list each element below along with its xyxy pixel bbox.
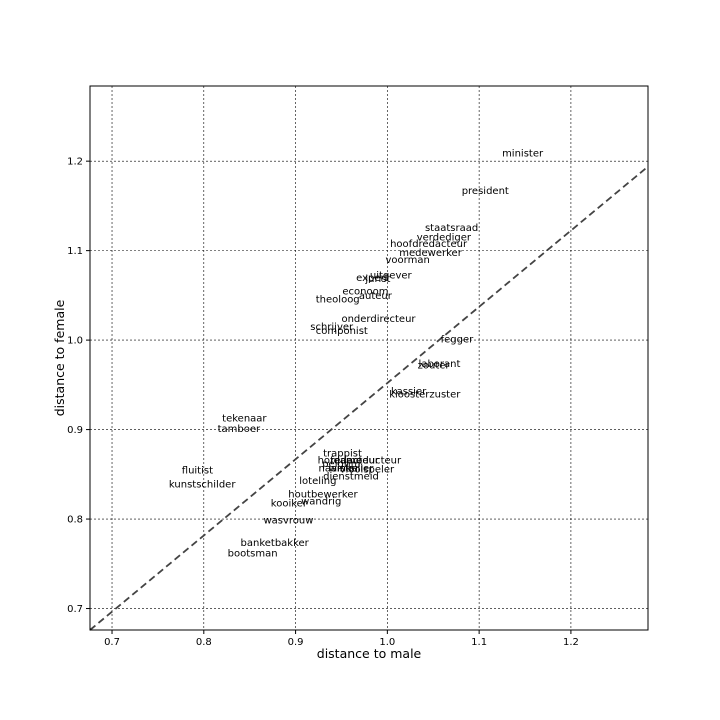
point-label-banketbakker: banketbakker xyxy=(241,538,310,549)
tick-layer: 0.7 0.8 0.9 1.0 1.1 1.2 0.7 0.8 0.9 1.0 1.1 1.2 xyxy=(67,157,579,648)
point-label-hofdame: hofdame xyxy=(318,456,362,467)
x-tick-label: 0.9 xyxy=(288,637,304,648)
point-label-componist: componist xyxy=(316,326,368,337)
point-label-voorman: voorman xyxy=(386,255,430,266)
point-label-jurist: jurist xyxy=(364,274,390,285)
y-tick-label: 1.2 xyxy=(67,157,83,168)
point-label-producteur: producteur xyxy=(346,456,402,467)
point-label-minister: minister xyxy=(502,149,544,160)
point-label-laborant: laborant xyxy=(419,359,461,370)
y-axis-label: distance to female xyxy=(52,299,67,416)
point-label-fegger: fegger xyxy=(441,335,475,346)
point-label-president: president xyxy=(462,186,509,197)
y-tick-label: 0.8 xyxy=(67,515,83,526)
point-label-trappist: trappist xyxy=(323,448,362,459)
point-label-winkelier: winkelier xyxy=(329,464,375,475)
point-label-econoom: econoom xyxy=(342,286,388,297)
x-axis-label: distance to male xyxy=(317,646,422,661)
point-label-layer: minister president staatsraadverdedigerhoo… xyxy=(169,149,544,560)
point-label-loteling: loteling xyxy=(299,476,336,487)
grid-layer xyxy=(90,86,648,630)
point-label-theoloog: theoloog xyxy=(316,294,360,305)
point-label-hoofdredacteur: hoofdredacteur xyxy=(390,239,468,250)
point-label-wasvrouw: wasvrouw xyxy=(263,515,313,526)
point-label-tamboer: tamboer xyxy=(218,424,261,435)
point-label-uitgever: uitgever xyxy=(370,270,413,281)
point-label-dienstmeid: dienstmeid xyxy=(323,472,379,483)
point-label-kassier: kassier xyxy=(391,387,427,398)
point-label-fluitist: fluitist xyxy=(182,465,213,476)
point-label-wandrig: wandrig xyxy=(301,497,341,508)
point-label-kunstschilder: kunstschilder xyxy=(169,480,236,491)
point-label-houtbewerker: houtbewerker xyxy=(288,490,358,501)
plot-frame xyxy=(89,85,649,631)
y-tick-label: 1.1 xyxy=(67,246,83,257)
point-label-auteur: auteur xyxy=(359,291,393,302)
point-label-kloosterzuster: kloosterzuster xyxy=(389,389,461,400)
point-label-tekenaar: tekenaar xyxy=(222,413,267,424)
point-label-kooiker: kooiker xyxy=(271,498,308,509)
y-tick-label: 0.7 xyxy=(67,604,83,615)
point-label-zouter: zouter xyxy=(418,361,451,372)
reference-diagonal-line xyxy=(89,165,649,631)
y-tick-label: 1.0 xyxy=(67,336,83,347)
point-label-medewerker: medewerker xyxy=(399,248,462,259)
y-tick-label: 0.9 xyxy=(67,425,83,436)
point-label-naaister: naaister xyxy=(319,464,361,475)
point-label-schrijver: schrijver xyxy=(310,322,354,333)
point-label-staatsraad: staatsraad xyxy=(425,223,478,234)
x-tick-label: 1.0 xyxy=(379,637,395,648)
point-label-vioolspeler: vioolspeler xyxy=(340,464,395,475)
point-label-expert: expert xyxy=(356,273,389,284)
x-tick-label: 0.7 xyxy=(104,637,120,648)
point-label-onderdirecteur: onderdirecteur xyxy=(341,314,416,325)
point-label-pelgrim: pelgrim xyxy=(322,459,360,470)
x-tick-label: 0.8 xyxy=(196,637,212,648)
x-tick-label: 1.2 xyxy=(563,637,579,648)
point-label-bootsman: bootsman xyxy=(228,549,278,560)
point-label-redacteur: redacteur xyxy=(330,456,379,467)
point-label-verdediger: verdediger xyxy=(417,233,472,244)
x-tick-label: 1.1 xyxy=(471,637,487,648)
